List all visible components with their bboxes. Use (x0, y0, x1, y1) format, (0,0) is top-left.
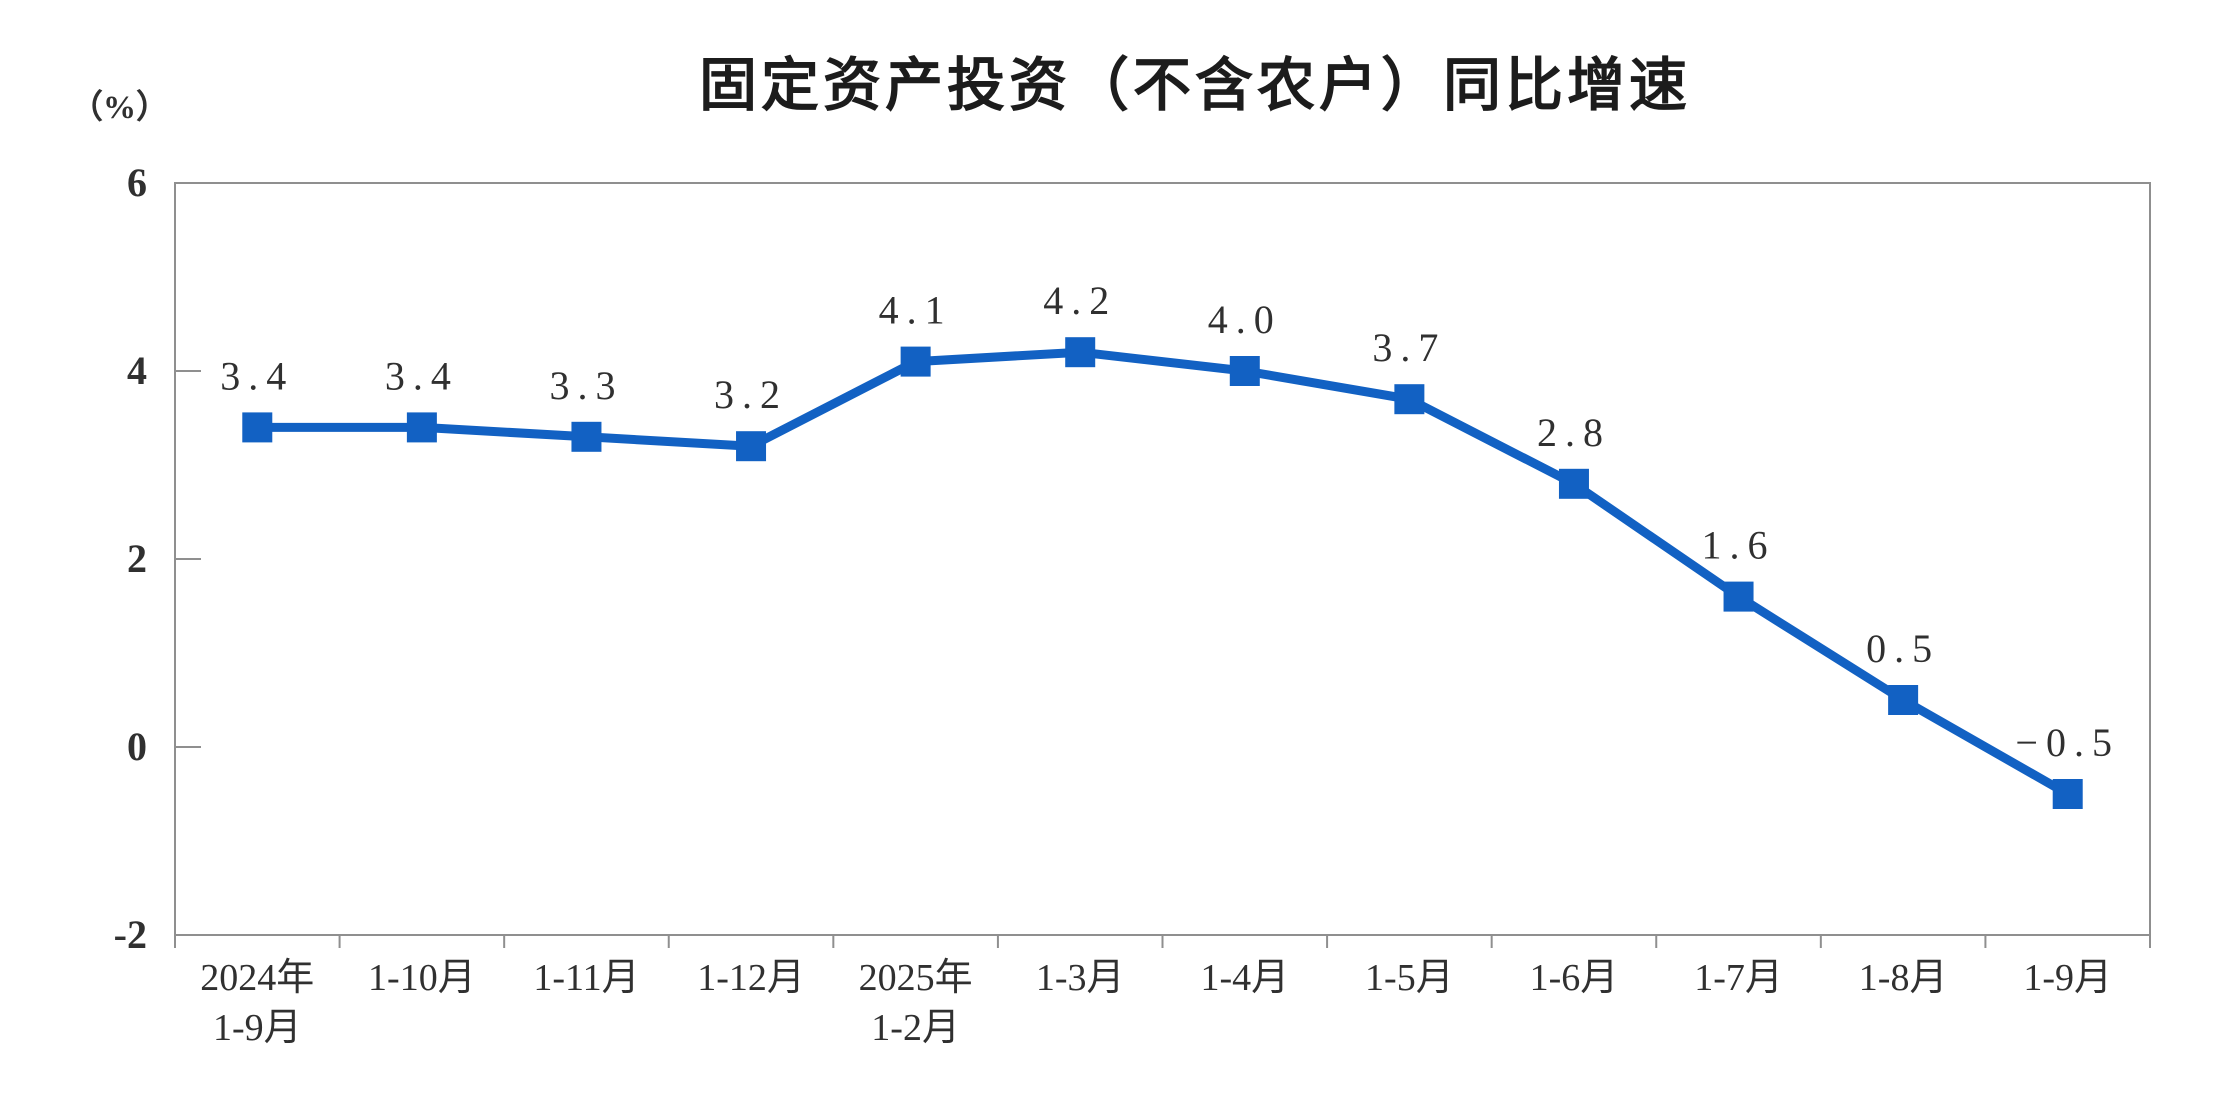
x-axis-tick-label: 1-8月 (1859, 957, 1948, 999)
x-axis-tick-label: 2025年 1-2月 (859, 957, 973, 1049)
data-point-label: 4.0 (1208, 297, 1282, 342)
y-axis-tick-label: 2 (127, 536, 147, 581)
data-point-marker (406, 412, 437, 443)
x-axis-tick-label: 1-10月 (368, 957, 476, 999)
data-point-marker (736, 431, 767, 462)
data-point-label: 4.2 (1043, 278, 1117, 323)
data-point-label: 3.3 (549, 363, 623, 408)
data-point-label: 4.1 (879, 288, 953, 333)
data-point-label: 3.4 (220, 353, 294, 398)
data-point-marker (1394, 384, 1425, 415)
y-axis-tick-label: 6 (127, 160, 147, 205)
data-point-label: −0.5 (2015, 720, 2120, 765)
x-axis-tick-label: 1-12月 (697, 957, 805, 999)
x-axis-tick-label: 1-9月 (2023, 957, 2112, 999)
x-axis-tick-label: 2024年 1-9月 (200, 957, 314, 1049)
data-point-marker (242, 412, 273, 443)
data-point-marker (2052, 779, 2083, 809)
x-axis-tick-label: 1-7月 (1694, 957, 1783, 999)
y-axis-tick-label: 4 (127, 348, 147, 393)
y-axis-unit-label: （%） (70, 90, 169, 126)
data-point-label: 3.7 (1372, 325, 1446, 370)
y-axis-tick-label: -2 (114, 912, 147, 957)
data-point-marker (1065, 337, 1096, 368)
data-point-marker (1558, 468, 1589, 499)
data-point-label: 3.4 (385, 353, 459, 398)
data-point-marker (1229, 356, 1260, 386)
data-line (252, 347, 2073, 799)
data-point-label: 2.8 (1537, 410, 1611, 455)
x-axis-tick-label: 1-3月 (1036, 957, 1125, 999)
data-point-marker (1888, 685, 1919, 715)
y-axis-tick-label: 0 (127, 724, 147, 769)
plot-area-border (174, 182, 2151, 936)
data-point-label: 1.6 (1702, 523, 1776, 568)
data-point-label: 3.2 (714, 372, 788, 417)
data-point-label: 0.5 (1866, 626, 1940, 671)
data-point-marker (1723, 581, 1754, 612)
x-axis-tick-label: 1-5月 (1365, 957, 1454, 999)
data-point-marker (900, 346, 931, 377)
x-axis-tick-label: 1-11月 (533, 957, 639, 999)
data-point-marker (571, 421, 602, 452)
x-axis-tick-label: 1-6月 (1530, 957, 1619, 999)
x-axis-tick-label: 1-4月 (1200, 957, 1289, 999)
chart-title: 固定资产投资（不含农户）同比增速 (698, 53, 1691, 118)
